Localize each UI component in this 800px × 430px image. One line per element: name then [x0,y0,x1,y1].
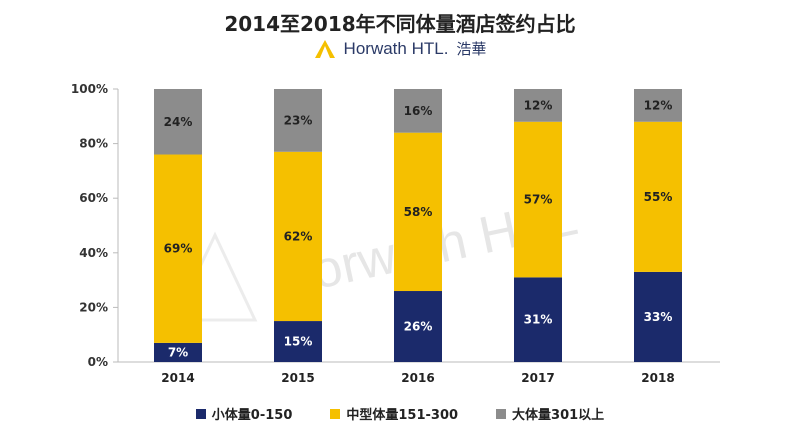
bar-segment [274,89,322,152]
legend-swatch [195,408,206,419]
bar-segment [634,121,682,272]
data-label: 57% [524,193,553,207]
bar-segment [514,121,562,278]
data-label: 69% [164,242,193,256]
x-tick-label: 2018 [641,371,674,385]
data-label: 24% [164,115,193,129]
data-label: 62% [284,229,313,243]
y-tick-label: 80% [79,137,108,151]
bar-segment [394,89,442,133]
brand: Horwath HTL. 浩華 [0,38,800,59]
bar-segment [514,89,562,122]
bar-segment [274,151,322,322]
legend-label: 大体量301以上 [512,408,605,423]
data-label: 26% [404,320,433,334]
data-label: 31% [524,313,553,327]
x-tick-label: 2014 [161,371,194,385]
y-tick-label: 0% [88,355,108,369]
data-label: 33% [644,310,673,324]
bar-segment [394,291,442,362]
data-label: 7% [168,345,188,359]
y-tick-label: 20% [79,300,108,314]
legend-item: 中型体量151-300 [330,404,458,423]
data-label: 12% [644,98,673,112]
bar-segment [634,271,682,362]
bar-segment [634,89,682,122]
brand-cn: 浩華 [456,40,487,58]
data-label: 55% [644,190,673,204]
bar-segment [274,321,322,362]
data-label: 23% [284,113,313,127]
data-label: 12% [524,98,553,112]
y-tick-label: 60% [79,191,108,205]
legend-item: 大体量301以上 [496,404,604,423]
legend-label: 小体量0-150 [211,408,293,423]
y-tick-label: 100% [71,82,108,96]
legend: 小体量0-150 中型体量151-300 大体量301以上 [0,404,800,423]
y-tick-label: 40% [79,246,108,260]
legend-swatch [330,408,341,419]
data-label: 16% [404,104,433,118]
chart-title: 2014至2018年不同体量酒店签约占比 [224,12,576,36]
x-tick-label: 2016 [401,371,434,385]
bar-segment [154,89,202,155]
x-tick-label: 2015 [281,371,314,385]
brand-name: Horwath HTL. [343,38,449,58]
data-label: 15% [284,335,313,349]
bar-segment [154,154,202,343]
bar-segment [514,277,562,362]
bar-segment [394,132,442,292]
legend-swatch [496,408,507,419]
stacked-bar-chart: Horwath HTL0%20%40%60%80%100%7%69%24%201… [71,82,720,385]
bar-segment [154,342,202,362]
legend-label: 中型体量151-300 [346,408,459,423]
brand-logo-icon [314,39,335,58]
data-label: 58% [404,205,433,219]
legend-item: 小体量0-150 [195,404,293,423]
x-tick-label: 2017 [521,371,554,385]
